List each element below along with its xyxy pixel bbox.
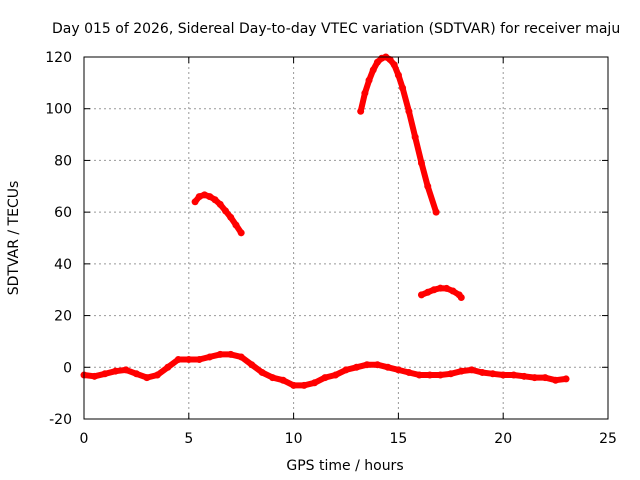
data-point bbox=[426, 371, 434, 379]
data-point bbox=[185, 356, 193, 364]
data-point bbox=[352, 363, 360, 371]
data-point bbox=[520, 372, 528, 380]
data-point bbox=[206, 353, 214, 361]
data-point bbox=[489, 370, 497, 378]
data-point bbox=[432, 208, 440, 216]
data-point bbox=[332, 371, 340, 379]
data-point bbox=[457, 367, 465, 375]
data-point bbox=[279, 376, 287, 384]
data-point bbox=[411, 133, 419, 141]
x-tick-label: 0 bbox=[80, 431, 89, 447]
y-tick-label: 0 bbox=[63, 360, 72, 376]
y-tick-label: 100 bbox=[45, 102, 72, 118]
x-axis-label: GPS time / hours bbox=[286, 458, 403, 474]
data-point bbox=[342, 366, 350, 374]
data-point bbox=[541, 374, 549, 382]
data-point bbox=[390, 61, 398, 69]
data-point bbox=[311, 379, 319, 387]
data-point bbox=[290, 381, 298, 389]
data-point bbox=[384, 363, 392, 371]
data-point bbox=[361, 89, 369, 97]
data-point bbox=[90, 372, 98, 380]
data-point bbox=[373, 361, 381, 369]
axis-ticks: 0 5 10 15 20 25 -20 0 20 40 60 80 100 120 bbox=[45, 50, 617, 447]
data-point bbox=[365, 76, 373, 84]
data-point bbox=[417, 291, 425, 299]
data-point bbox=[357, 107, 365, 115]
data-point bbox=[417, 159, 425, 167]
data-point bbox=[132, 370, 140, 378]
data-point bbox=[111, 367, 119, 375]
y-tick-label: 120 bbox=[45, 50, 72, 66]
chart-title: Day 015 of 2026, Sidereal Day-to-day VTE… bbox=[52, 21, 620, 37]
data-point bbox=[468, 366, 476, 374]
data-point bbox=[221, 207, 229, 215]
data-point bbox=[216, 200, 224, 208]
data-point bbox=[174, 356, 182, 364]
data-point bbox=[300, 381, 308, 389]
data-point bbox=[424, 288, 432, 296]
data-point bbox=[206, 193, 214, 201]
grid-lines bbox=[84, 57, 608, 419]
data-point bbox=[237, 353, 245, 361]
data-point bbox=[405, 368, 413, 376]
y-tick-label: -20 bbox=[49, 412, 72, 428]
x-tick-label: 25 bbox=[599, 431, 617, 447]
data-point bbox=[143, 374, 151, 382]
data-point bbox=[101, 370, 109, 378]
data-point bbox=[405, 107, 413, 115]
data-point bbox=[424, 182, 432, 190]
data-point bbox=[227, 350, 235, 358]
data-point bbox=[369, 66, 377, 74]
y-tick-label: 20 bbox=[54, 309, 72, 325]
y-tick-label: 80 bbox=[54, 153, 72, 169]
data-point bbox=[447, 370, 455, 378]
data-point bbox=[399, 84, 407, 92]
y-tick-label: 60 bbox=[54, 205, 72, 221]
data-point bbox=[258, 368, 266, 376]
data-point bbox=[216, 350, 224, 358]
data-point bbox=[248, 361, 256, 369]
data-point bbox=[394, 366, 402, 374]
data-point bbox=[562, 375, 570, 383]
data-point bbox=[436, 371, 444, 379]
data-point bbox=[237, 229, 245, 237]
data-marks bbox=[80, 53, 570, 389]
data-point bbox=[499, 371, 507, 379]
data-point bbox=[211, 196, 219, 204]
data-point bbox=[269, 374, 277, 382]
plot-frame bbox=[83, 56, 609, 420]
x-tick-label: 5 bbox=[184, 431, 193, 447]
data-point bbox=[191, 198, 199, 206]
data-point bbox=[552, 376, 560, 384]
data-point bbox=[510, 371, 518, 379]
y-axis-label: SDTVAR / TECUs bbox=[6, 181, 22, 296]
data-point bbox=[415, 371, 423, 379]
data-point bbox=[531, 374, 539, 382]
data-point bbox=[436, 284, 444, 292]
data-point bbox=[232, 221, 240, 229]
data-point bbox=[122, 366, 130, 374]
data-point bbox=[443, 284, 451, 292]
y-tick-label: 40 bbox=[54, 257, 72, 273]
data-point bbox=[363, 361, 371, 369]
data-point bbox=[321, 374, 329, 382]
data-point bbox=[195, 356, 203, 364]
data-point bbox=[153, 371, 161, 379]
x-tick-label: 20 bbox=[494, 431, 512, 447]
x-tick-label: 15 bbox=[389, 431, 407, 447]
data-point bbox=[394, 71, 402, 79]
x-tick-label: 10 bbox=[285, 431, 303, 447]
data-point bbox=[449, 287, 457, 295]
data-point bbox=[430, 286, 438, 294]
data-point bbox=[386, 56, 394, 64]
data-point bbox=[227, 213, 235, 221]
data-point bbox=[164, 363, 172, 371]
data-point bbox=[478, 368, 486, 376]
data-point bbox=[457, 293, 465, 301]
